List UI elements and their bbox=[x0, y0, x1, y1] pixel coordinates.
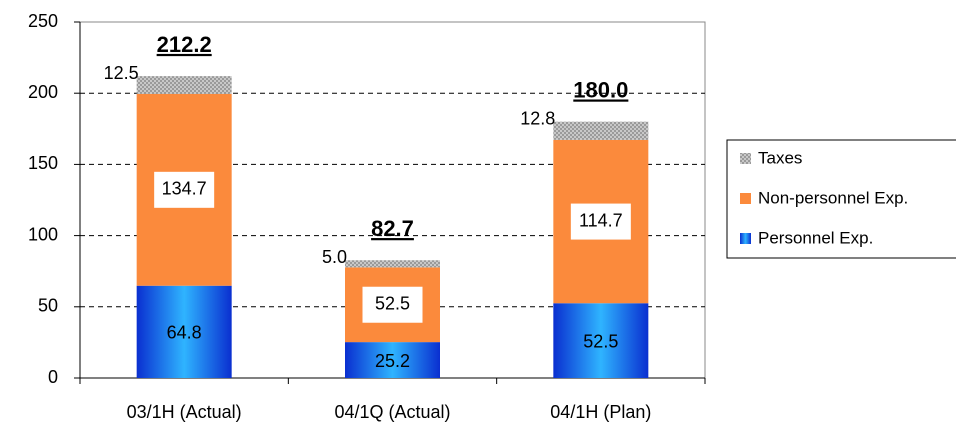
label-box bbox=[154, 171, 215, 208]
total-label: 180.0 bbox=[573, 77, 628, 102]
legend-swatch bbox=[740, 233, 751, 244]
value-label: 52.5 bbox=[583, 331, 618, 351]
value-label: 25.2 bbox=[375, 351, 410, 371]
y-tick-label: 250 bbox=[28, 11, 58, 31]
bar-segment bbox=[136, 76, 232, 94]
bar-segment bbox=[553, 121, 649, 140]
value-label: 12.8 bbox=[520, 108, 555, 128]
y-tick-label: 0 bbox=[48, 367, 58, 387]
label-box bbox=[362, 286, 423, 323]
bar-segment bbox=[345, 342, 440, 378]
value-label: 5.0 bbox=[322, 247, 347, 267]
legend-label: Non-personnel Exp. bbox=[758, 188, 908, 207]
legend-label: Taxes bbox=[758, 148, 802, 167]
bar-segment bbox=[345, 260, 440, 268]
y-tick-label: 200 bbox=[28, 82, 58, 102]
x-tick-label: 04/1H (Plan) bbox=[550, 402, 651, 422]
value-label: 12.5 bbox=[104, 63, 139, 83]
label-box bbox=[570, 203, 631, 240]
legend-label: Personnel Exp. bbox=[758, 228, 873, 247]
value-label: 52.5 bbox=[375, 293, 410, 313]
total-label: 212.2 bbox=[157, 32, 212, 57]
legend-box bbox=[726, 139, 956, 259]
y-tick-label: 50 bbox=[38, 296, 58, 316]
bar-segment bbox=[553, 303, 649, 378]
y-tick-label: 150 bbox=[28, 153, 58, 173]
legend-swatch bbox=[740, 193, 751, 204]
y-tick-label: 100 bbox=[28, 224, 58, 244]
legend-swatch bbox=[740, 153, 751, 164]
value-label: 64.8 bbox=[167, 323, 202, 343]
x-tick-label: 04/1Q (Actual) bbox=[334, 402, 450, 422]
bar-segment bbox=[136, 285, 232, 378]
x-tick-label: 03/1H (Actual) bbox=[127, 402, 242, 422]
value-label: 114.7 bbox=[579, 210, 623, 230]
value-label: 134.7 bbox=[162, 179, 207, 199]
total-label: 82.7 bbox=[371, 216, 414, 241]
